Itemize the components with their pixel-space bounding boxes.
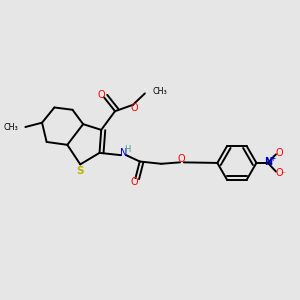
Text: S: S (76, 166, 84, 176)
Text: CH₃: CH₃ (152, 87, 167, 96)
Text: ⁻: ⁻ (280, 170, 285, 179)
Text: O: O (130, 103, 138, 113)
Text: O: O (178, 154, 185, 164)
Text: O: O (276, 168, 283, 178)
Text: O: O (130, 177, 138, 187)
Text: +: + (269, 154, 276, 163)
Text: H: H (124, 145, 130, 154)
Text: CH₃: CH₃ (4, 123, 19, 132)
Text: N: N (120, 148, 127, 158)
Text: O: O (275, 148, 283, 158)
Text: O: O (98, 90, 105, 100)
Text: N: N (264, 157, 272, 167)
